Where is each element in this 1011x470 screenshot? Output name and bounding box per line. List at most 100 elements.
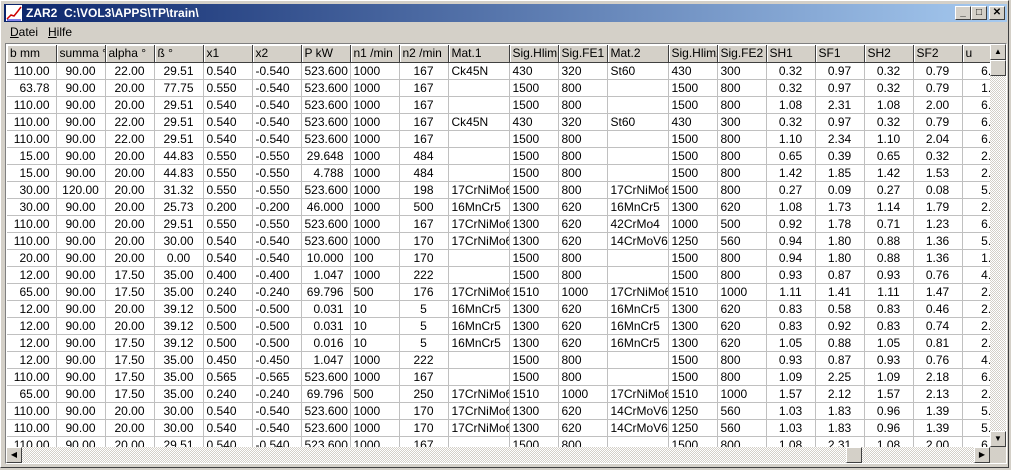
table-cell[interactable]: 2.07 (962, 164, 992, 182)
table-row[interactable]: 110.00 90.00 20.00 30.00 0.540 -0.540 523.600 1… (7, 232, 992, 250)
table-cell[interactable]: 800 (717, 147, 767, 165)
table-row[interactable]: 15.00 90.00 20.00 44.83 0.550 -0.550 29.648 100… (7, 147, 992, 165)
column-header[interactable]: Mat.2 (607, 45, 669, 63)
table-cell[interactable]: 800 (558, 79, 608, 97)
table-cell[interactable]: St60 (607, 62, 669, 80)
table-cell[interactable]: 1250 (668, 419, 718, 437)
table-cell[interactable]: 90.00 (56, 436, 106, 447)
table-cell[interactable]: -0.240 (252, 283, 302, 301)
table-cell[interactable]: -0.540 (252, 96, 302, 114)
table-cell[interactable]: 20.00 (105, 232, 155, 250)
table-cell[interactable]: 620 (558, 215, 608, 233)
table-cell[interactable]: 0.96 (864, 402, 914, 420)
table-cell[interactable]: 1000 (350, 266, 400, 284)
table-cell[interactable]: 1300 (509, 215, 559, 233)
vertical-scroll-thumb[interactable] (990, 60, 1006, 76)
table-cell[interactable]: 1500 (668, 96, 718, 114)
table-cell[interactable]: 6.00 (962, 436, 992, 447)
table-cell[interactable]: 620 (558, 198, 608, 216)
table-cell[interactable]: 1500 (509, 181, 559, 199)
table-cell[interactable]: 1.08 (766, 436, 816, 447)
table-cell[interactable]: 0.32 (766, 62, 816, 80)
table-cell[interactable]: 0.46 (913, 300, 963, 318)
table-cell[interactable]: 167 (399, 368, 449, 386)
table-cell[interactable]: 800 (717, 351, 767, 369)
table-cell[interactable]: 0.08 (913, 181, 963, 199)
column-header[interactable]: SF2 (913, 45, 963, 63)
table-cell[interactable]: 17CrNiMo6 (448, 385, 510, 403)
table-cell[interactable]: 0.93 (864, 266, 914, 284)
table-cell[interactable]: 800 (717, 266, 767, 284)
table-cell[interactable]: 1.05 (766, 334, 816, 352)
table-cell[interactable]: 0.32 (766, 79, 816, 97)
menu-hilfe[interactable]: Hilfe (48, 25, 73, 39)
table-cell[interactable]: 0.93 (864, 351, 914, 369)
table-cell[interactable]: 5 (399, 334, 449, 352)
table-cell[interactable]: 20.00 (105, 147, 155, 165)
table-cell[interactable]: 2.00 (913, 96, 963, 114)
table-cell[interactable]: 29.51 (154, 113, 204, 131)
table-cell[interactable]: 1.39 (913, 402, 963, 420)
table-cell[interactable]: 10 (350, 300, 400, 318)
table-cell[interactable]: 110.00 (7, 113, 57, 131)
table-cell[interactable]: 10 (350, 317, 400, 335)
table-cell[interactable]: 800 (558, 96, 608, 114)
table-cell[interactable]: 1500 (509, 249, 559, 267)
table-cell[interactable]: 0.83 (864, 300, 914, 318)
table-cell[interactable]: 35.00 (154, 351, 204, 369)
table-cell[interactable]: 1500 (509, 96, 559, 114)
table-cell[interactable]: 0.92 (766, 215, 816, 233)
table-cell[interactable]: 1000 (350, 147, 400, 165)
table-cell[interactable]: 20.00 (7, 249, 57, 267)
table-cell[interactable]: 523.600 (301, 79, 351, 97)
table-cell[interactable]: 170 (399, 232, 449, 250)
table-cell[interactable] (448, 351, 510, 369)
table-cell[interactable]: 30.00 (154, 232, 204, 250)
table-cell[interactable]: 20.00 (105, 79, 155, 97)
table-cell[interactable]: 10 (350, 334, 400, 352)
table-cell[interactable]: 523.600 (301, 181, 351, 199)
table-cell[interactable]: 1500 (509, 79, 559, 97)
table-cell[interactable]: 0.96 (864, 419, 914, 437)
table-cell[interactable]: 10.000 (301, 249, 351, 267)
table-cell[interactable]: 1500 (668, 79, 718, 97)
table-cell[interactable]: 800 (558, 249, 608, 267)
table-cell[interactable]: 1250 (668, 232, 718, 250)
table-cell[interactable]: 0.540 (203, 402, 253, 420)
table-cell[interactable] (448, 368, 510, 386)
table-cell[interactable]: 1.42 (766, 164, 816, 182)
table-cell[interactable]: 5 (399, 300, 449, 318)
table-cell[interactable]: 620 (558, 402, 608, 420)
table-cell[interactable]: 0.500 (203, 300, 253, 318)
table-cell[interactable]: 1000 (350, 351, 400, 369)
table-cell[interactable]: 0.97 (815, 113, 865, 131)
table-cell[interactable]: 0.550 (203, 79, 253, 97)
table-cell[interactable]: 0.540 (203, 232, 253, 250)
table-row[interactable]: 65.00 90.00 17.50 35.00 0.240 -0.240 69.796 500… (7, 283, 992, 301)
table-cell[interactable]: 800 (717, 368, 767, 386)
table-cell[interactable]: 1000 (350, 402, 400, 420)
table-cell[interactable]: 4.50 (962, 266, 992, 284)
table-cell[interactable]: 2.00 (962, 300, 992, 318)
table-cell[interactable]: 0.79 (913, 79, 963, 97)
table-cell[interactable]: 0.500 (203, 334, 253, 352)
table-cell[interactable]: 1.05 (864, 334, 914, 352)
table-cell[interactable]: 0.93 (766, 266, 816, 284)
table-cell[interactable]: 0.540 (203, 419, 253, 437)
table-cell[interactable]: 1.41 (815, 283, 865, 301)
table-cell[interactable]: 1000 (717, 283, 767, 301)
table-cell[interactable]: -0.500 (252, 317, 302, 335)
table-cell[interactable]: 1000 (350, 215, 400, 233)
table-cell[interactable]: 17.50 (105, 283, 155, 301)
table-cell[interactable] (607, 147, 669, 165)
table-row[interactable]: 110.00 90.00 22.00 29.51 0.540 -0.540 523.600 1… (7, 62, 992, 80)
table-cell[interactable]: 800 (717, 79, 767, 97)
table-cell[interactable]: 1500 (509, 164, 559, 182)
table-cell[interactable]: Ck45N (448, 113, 510, 131)
table-cell[interactable]: 65.00 (7, 385, 57, 403)
table-cell[interactable]: 0.87 (815, 351, 865, 369)
table-cell[interactable]: 523.600 (301, 232, 351, 250)
table-cell[interactable]: 0.27 (864, 181, 914, 199)
table-row[interactable]: 15.00 90.00 20.00 44.83 0.550 -0.550 4.788 1000… (7, 164, 992, 182)
table-cell[interactable]: 800 (717, 436, 767, 447)
